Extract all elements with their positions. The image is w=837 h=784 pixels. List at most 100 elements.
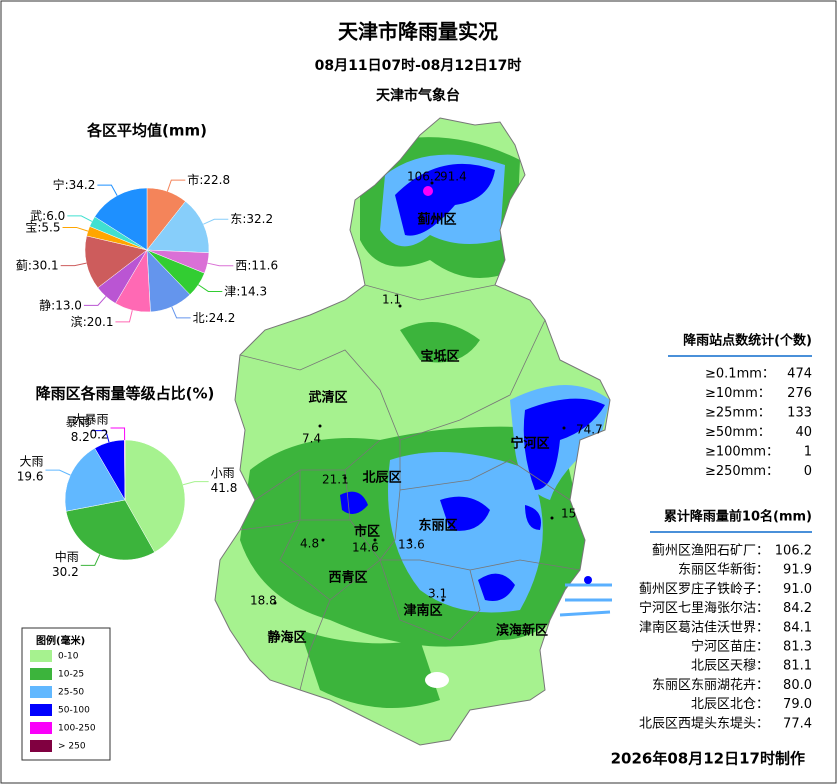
leader-line (45, 469, 71, 476)
title: 天津市降雨量实况 (338, 20, 498, 44)
stats-count: 133 (787, 406, 812, 421)
pie-slice (64, 447, 126, 512)
period: 08月11日07时-08月12日17时 (315, 57, 522, 74)
separator: : (236, 284, 240, 298)
slice-category: 静 (39, 298, 51, 312)
station-value: 7.4 (302, 432, 321, 446)
station-value: 106.2 (407, 170, 441, 184)
station-name: 北辰区天穆： (691, 659, 769, 674)
stats-label: ≥50mm： (705, 425, 771, 440)
station-value: 21.1 (322, 473, 349, 487)
pie-slice (146, 201, 210, 253)
station-value: 13.6 (398, 538, 425, 552)
pie-title: 各区平均值(mm) (86, 122, 207, 140)
leader-line (182, 481, 209, 486)
slice-value: 34.2 (69, 178, 96, 192)
station-value: 18.8 (250, 594, 277, 608)
slice-value: 20.1 (87, 314, 114, 328)
slice-label: 宝:5.5 (25, 220, 60, 234)
legend-swatch (30, 740, 52, 752)
station-name: 蓟州区罗庄子铁岭子： (639, 581, 769, 597)
slice-value: 13.0 (55, 298, 82, 312)
separator: : (242, 212, 246, 226)
slice-label: 市:22.8 (187, 172, 230, 187)
station-name: 北辰区西堤头东堤头： (639, 716, 769, 731)
stats-count: 1 (804, 445, 812, 460)
stats-label: ≥0.1mm： (705, 367, 775, 382)
slice-value: 24.2 (209, 310, 236, 324)
slice-value: 14.3 (240, 284, 267, 298)
slice-label: 静:13.0 (39, 298, 82, 312)
separator: : (28, 258, 32, 272)
district-label: 武清区 (308, 390, 347, 406)
slice-value: 32.2 (246, 212, 273, 226)
leader-line (91, 430, 110, 443)
station-rain: 81.3 (783, 640, 812, 655)
district-label: 津南区 (403, 603, 442, 619)
station-rain: 77.4 (783, 716, 812, 731)
leader-line (97, 184, 118, 196)
slice-category: 东 (230, 212, 242, 226)
district-label: 东丽区 (418, 518, 457, 534)
district-label: 宁河区 (510, 436, 549, 452)
slice-label: 大雨 (19, 455, 43, 469)
legend-swatch (30, 668, 52, 680)
slice-value: 6.0 (46, 208, 65, 222)
legend-title: 图例(毫米) (36, 634, 85, 647)
slice-label: 宁:34.2 (53, 177, 96, 192)
slice-category: 宝 (25, 220, 37, 234)
slice-value: 30.2 (52, 565, 79, 579)
leader-line (115, 310, 133, 323)
slice-label: 西:11.6 (235, 258, 278, 272)
legend-swatch (30, 650, 52, 662)
separator: : (42, 208, 46, 222)
legend-label: 10-25 (58, 670, 84, 680)
station-rain: 91.9 (783, 563, 812, 578)
legend-label: 25-50 (58, 688, 84, 698)
legend-swatch (30, 686, 52, 698)
leader-line (80, 554, 101, 566)
slice-value: 30.1 (32, 258, 59, 272)
stats-count: 276 (787, 386, 812, 401)
station-name: 东丽区东丽湖花卉： (652, 677, 769, 693)
station-name: 北辰区北仓： (691, 697, 769, 712)
slice-category: 宁 (53, 177, 65, 192)
separator: : (65, 178, 69, 192)
legend-label: 100-250 (58, 724, 96, 734)
stats-table: ≥0.1mm： 474 ≥10mm： 276 ≥25mm： 133 ≥50mm： 40 ≥100… (705, 367, 812, 480)
station-rain: 80.0 (783, 678, 812, 693)
stats-label: ≥25mm： (705, 406, 771, 421)
slice-category: 北 (193, 310, 205, 324)
station-name: 宁河区七里海张尔沽： (639, 600, 769, 616)
leader-line (198, 284, 223, 292)
station-value: 15 (561, 507, 576, 521)
pie-slice (84, 235, 148, 289)
legend-label: 0-10 (58, 652, 79, 662)
district-label: 滨海新区 (496, 623, 548, 639)
separator: : (37, 220, 41, 234)
slice-label: 滨:20.1 (71, 313, 114, 328)
slice-label: 蓟:30.1 (16, 258, 59, 272)
agency: 天津市气象台 (376, 87, 460, 104)
leader-line (166, 179, 186, 192)
district-label: 西青区 (328, 570, 367, 586)
slice-label: 中雨 (55, 549, 79, 564)
stats-count: 474 (787, 367, 812, 382)
separator: : (51, 298, 55, 312)
pie-slice (123, 439, 126, 501)
top10-title: 累计降雨量前10名(mm) (664, 509, 812, 525)
slice-label: 大暴雨 (73, 413, 109, 427)
top10-table: 蓟州区渔阳石矿厂： 106.2 东丽区华新街： 91.9 蓟州区罗庄子铁岭子： 91.0 宁… (639, 544, 812, 732)
station-name: 津南区葛沽佳沃世界： (639, 619, 769, 635)
separator: : (83, 314, 87, 328)
slice-value: 22.8 (203, 173, 230, 187)
station-rain: 84.1 (783, 620, 812, 635)
leader-line (207, 262, 234, 267)
station-value: 14.6 (352, 541, 379, 555)
district-label: 北辰区 (362, 471, 401, 486)
district-label: 市区 (354, 524, 380, 540)
district-label: 宝坻区 (420, 349, 459, 365)
pie-slice (124, 439, 186, 553)
stats-title: 降雨站点数统计(个数) (683, 333, 812, 349)
